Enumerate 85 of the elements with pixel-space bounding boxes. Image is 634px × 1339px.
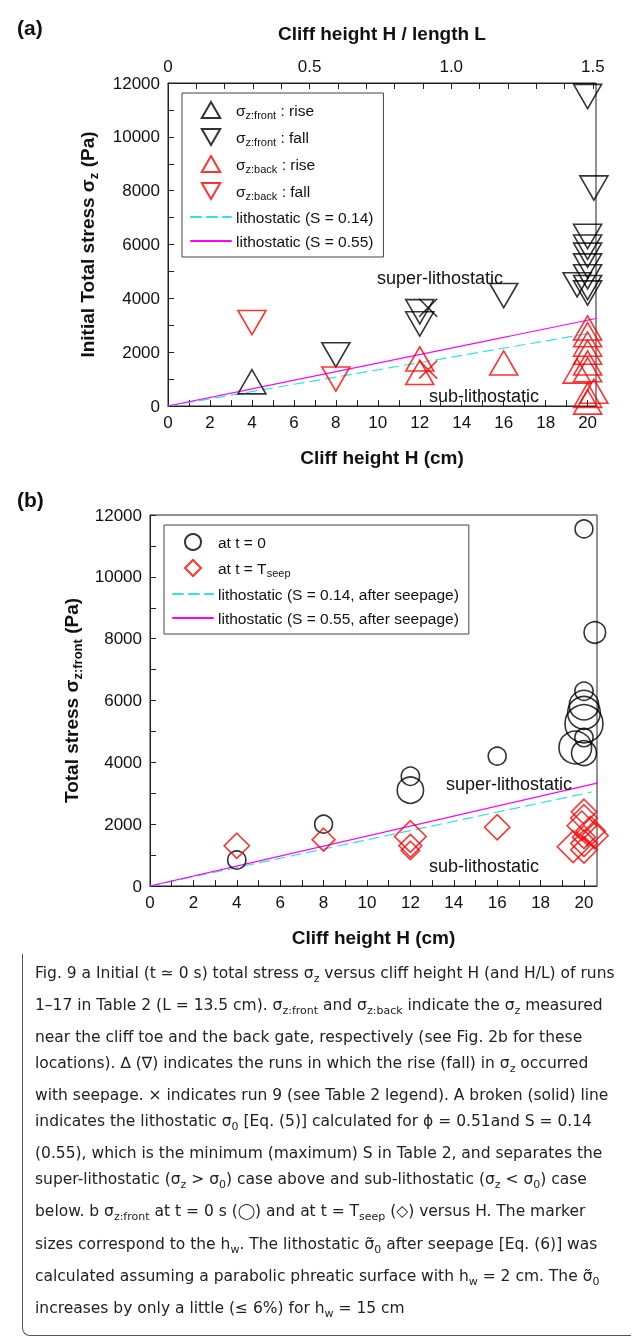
- y-tick-label: 0: [150, 396, 160, 416]
- point: [321, 341, 351, 368]
- y-axis-title: Total stress σz:front (Pa): [60, 597, 85, 804]
- x-axis-title: Cliff height H (cm): [291, 927, 456, 948]
- legend-label: at t = 0: [218, 533, 267, 551]
- y-tick-label: 0: [132, 876, 142, 896]
- x-tick-label: 14: [452, 413, 472, 432]
- x-tick-label: 12: [410, 413, 430, 432]
- y-tick-label: 10000: [94, 567, 142, 587]
- chart-title: (a): [17, 16, 43, 39]
- point: [572, 253, 603, 279]
- x-tick-label: 16: [494, 413, 514, 432]
- x2-tick-label: 1.0: [439, 57, 464, 76]
- point: [404, 345, 435, 372]
- x-tick-label: 2: [188, 893, 199, 912]
- x-tick-label: 2: [205, 413, 215, 432]
- x-tick-label: 6: [289, 413, 299, 432]
- point: [572, 356, 603, 383]
- x-tick-label: 4: [247, 413, 257, 432]
- point: [572, 263, 603, 290]
- point: [572, 234, 603, 261]
- point: [237, 368, 267, 395]
- point: [572, 223, 603, 250]
- x-axis-title: Cliff height H (cm): [300, 447, 464, 468]
- point: [404, 359, 435, 386]
- point: [579, 378, 609, 405]
- point: [562, 358, 592, 384]
- point: [404, 310, 435, 337]
- point: [572, 339, 603, 366]
- y-tick-label: 10000: [112, 127, 160, 147]
- chart-title: (b): [17, 488, 44, 511]
- point: [572, 389, 603, 415]
- y-tick-label: 2000: [122, 342, 160, 362]
- point: [572, 382, 603, 409]
- x2-tick-label: 1.5: [581, 57, 605, 76]
- y-tick-label: 4000: [122, 288, 160, 308]
- y-tick-label: 8000: [104, 629, 142, 649]
- x-tick-label: 10: [357, 893, 377, 912]
- x-tick-label: 20: [578, 413, 598, 432]
- x-tick-label: 6: [275, 893, 285, 912]
- point: [237, 309, 267, 336]
- point: [572, 83, 603, 110]
- annotation: sub-lithostatic: [428, 386, 540, 406]
- x-tick-label: 8: [331, 413, 341, 432]
- x-tick-label: 0: [163, 413, 173, 432]
- point: [572, 321, 603, 348]
- y-tick-label: 4000: [104, 752, 142, 772]
- y-tick-label: 6000: [122, 235, 160, 254]
- point: [321, 366, 351, 393]
- x-tick-label: 18: [531, 893, 551, 912]
- x2-tick-label: 0: [163, 57, 173, 76]
- point: [572, 242, 603, 269]
- y-tick-label: 12000: [112, 73, 160, 93]
- annotation: super-lithostatic: [376, 268, 504, 288]
- annotation: super-lithostatic: [445, 774, 573, 794]
- x-tick-label: 14: [444, 893, 464, 912]
- point: [579, 175, 609, 201]
- point: [404, 298, 435, 325]
- y-tick-label: 12000: [94, 505, 142, 525]
- point: [572, 274, 603, 301]
- legend-label: lithostatic (S = 0.14): [236, 208, 374, 226]
- text: Fig. 9 a Initial (t ≃ 0 s) total stress σ$_{z}$ versus cliff height H (and H/L) of runs 1–17 in Table 2 (L = 13.5 cm). σ$_{z:front}$ and σ$_{z:back}$ indicate the σ$_{z}$ measured near the cliff toe and the back gate, respectively (see Fig. 2b for these locations). ∆ (∇) indicates the runs in which the rise (fall) in σ$_{z}$ occurred with seepage. × indicates run 9 (see Table 2 legend). A broken (solid) line indicates the lithostatic σ$_{0}$ [Eq. (5)] calculated for ϕ = 0.51and S = 0.14 (0.55), which is the minimum (maximum) S in Table 2, and separates the super-lithostatic (σ$_{z}$ > σ$_{0}$) case above and sub-lithostatic (σ$_{z}$ < σ$_{0}$) case below. b σ$_{z:front}$ at t = 0 s (◯) and at t = T$_{seep}$ (◇) versus H. The marker sizes correspond to the h$_{w}$. The lithostatic σ̃$_{0}$ after seepage [Eq. (6)] was calculated assuming a parabolic phreatic surface with h$_{w}$ = 2 cm. The σ̃$_{0}$ increases by only a little (≤ 6%) for h$_{w}$ = 15 cm: [35, 964, 615, 1320]
- y-tick-label: 8000: [122, 181, 160, 201]
- point: [572, 280, 603, 306]
- x-tick-label: 12: [400, 893, 420, 912]
- annotation: sub-lithostatic: [428, 856, 540, 876]
- x2-tick-label: 0.5: [297, 57, 322, 76]
- y-tick-label: 2000: [104, 814, 142, 834]
- x-tick-label: 4: [232, 893, 242, 912]
- point: [488, 350, 519, 376]
- point: [572, 315, 603, 341]
- point: [572, 350, 603, 376]
- point: [562, 271, 592, 298]
- y-axis-title: Initial Total stress σz (Pa): [77, 131, 101, 358]
- legend-label: lithostatic (S = 0.55): [236, 232, 374, 250]
- x2-axis-title: Cliff height H / length L: [278, 23, 487, 44]
- x-tick-label: 20: [574, 893, 594, 912]
- x-tick-label: 8: [318, 893, 329, 912]
- point: [572, 331, 603, 358]
- x-tick-label: 10: [368, 413, 388, 432]
- x-tick-label: 16: [487, 893, 507, 912]
- legend-label: lithostatic (S = 0.14, after seepage): [218, 585, 459, 603]
- x-tick-label: 18: [536, 413, 556, 432]
- legend-label: lithostatic (S = 0.55, after seepage): [218, 609, 459, 627]
- y-tick-label: 6000: [104, 691, 142, 710]
